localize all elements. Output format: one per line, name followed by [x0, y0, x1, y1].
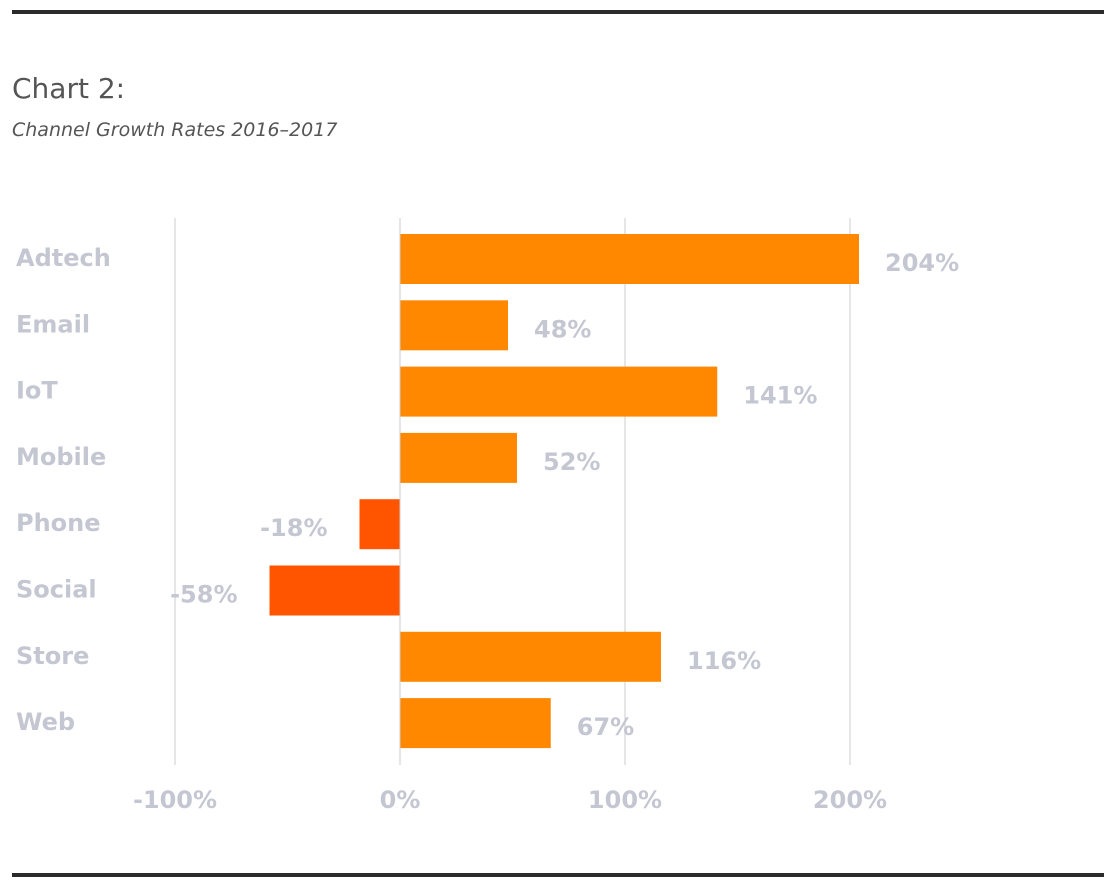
- bar: [400, 366, 718, 417]
- bar: [400, 234, 859, 284]
- bar: [359, 499, 400, 550]
- category-label: Mobile: [16, 443, 106, 471]
- value-label: 52%: [543, 448, 600, 476]
- bottom-rule: [12, 873, 1104, 877]
- value-label: 116%: [687, 647, 761, 675]
- value-label: -58%: [170, 581, 237, 609]
- x-tick-label: 100%: [588, 786, 662, 814]
- bar: [400, 300, 508, 351]
- category-label: IoT: [16, 377, 58, 405]
- category-label: Social: [16, 576, 97, 604]
- value-label: 204%: [885, 249, 959, 277]
- category-label: Web: [16, 708, 75, 736]
- top-rule: [12, 10, 1104, 14]
- value-label: 48%: [534, 315, 591, 343]
- value-label: 141%: [743, 382, 817, 410]
- x-tick-label: 200%: [813, 786, 887, 814]
- chart-title: Chart 2:: [12, 72, 126, 105]
- x-tick-label: 0%: [380, 786, 421, 814]
- category-label: Adtech: [16, 244, 111, 272]
- category-label: Store: [16, 642, 89, 670]
- chart-subtitle: Channel Growth Rates 2016–2017: [12, 119, 338, 141]
- x-tick-label: -100%: [133, 786, 217, 814]
- category-label: Phone: [16, 509, 101, 537]
- bar: [400, 432, 517, 483]
- value-label: -18%: [260, 514, 327, 542]
- bar: [269, 565, 400, 616]
- value-label: 67%: [577, 713, 634, 741]
- category-label: Email: [16, 310, 90, 338]
- bar: [400, 631, 661, 682]
- bar: [400, 698, 551, 749]
